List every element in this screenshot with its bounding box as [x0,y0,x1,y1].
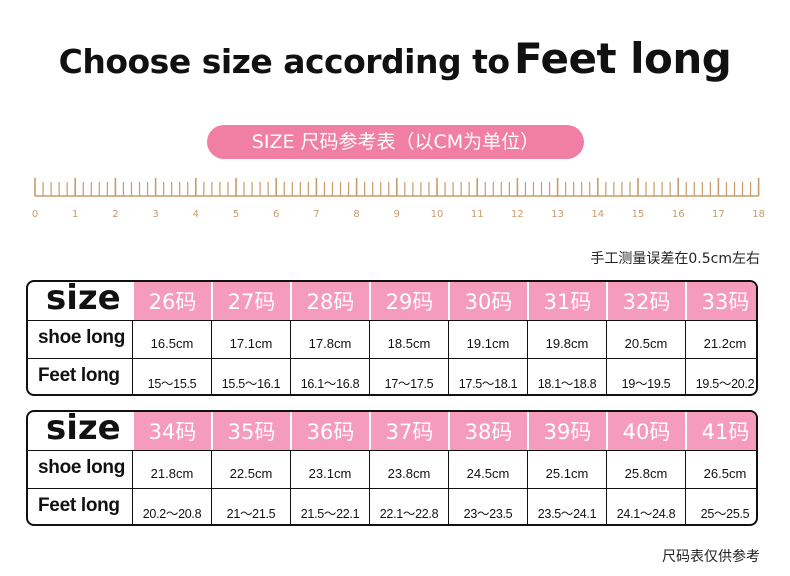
shoe-long-label: shoe long [38,327,126,348]
ruler-label: 1 [72,209,78,220]
feet-long-cell: 19～19.5 [606,359,685,394]
shoe-long-cell: 23.1cm [290,451,369,489]
ruler-label: 18 [752,209,765,220]
size-label: size [46,410,121,448]
feet-long-cell: 15.5～16.1 [211,359,290,394]
size-row: size 26码 27码 28码 29码 30码 31码 32码 33码 [28,282,756,320]
shoe-long-label: shoe long [38,457,126,478]
ruler-label: 0 [32,209,38,220]
shoe-long-cell: 17.1cm [211,321,290,359]
feet-long-cell: 25～25.5 [685,489,756,524]
ruler-label: 11 [471,209,484,220]
size-cell: 28码 [290,282,369,320]
size-cell: 30码 [448,282,527,320]
size-cell: 34码 [132,412,211,450]
ruler-label: 8 [353,209,359,220]
size-cell: 38码 [448,412,527,450]
shoe-long-cell: 20.5cm [606,321,685,359]
ruler-label: 17 [712,209,725,220]
shoe-long-cell: 22.5cm [211,451,290,489]
feet-long-cell: 20.2～20.8 [132,489,211,524]
title-prefix: Choose size according to [58,42,510,81]
size-cell: 41码 [685,412,756,450]
size-cell: 31码 [527,282,606,320]
shoe-long-row: shoe long 21.8cm 22.5cm 23.1cm 23.8cm 24… [28,450,756,489]
size-cell: 27码 [211,282,290,320]
shoe-long-cell: 17.8cm [290,321,369,359]
ruler: 0 1 2 3 4 5 6 7 8 9 10 11 12 13 14 15 16 17 18 [32,178,765,220]
ruler-label: 5 [233,209,239,220]
size-cell: 26码 [132,282,211,320]
shoe-long-label-cell: shoe long [28,451,132,489]
size-label-cell: size [28,282,132,320]
shoe-long-cell: 26.5cm [685,451,756,489]
feet-long-cell: 17.5～18.1 [448,359,527,394]
ruler-label: 10 [431,209,444,220]
feet-long-cell: 21～21.5 [211,489,290,524]
feet-long-cell: 17～17.5 [369,359,448,394]
size-cell: 36码 [290,412,369,450]
shoe-long-row: shoe long 16.5cm 17.1cm 17.8cm 18.5cm 19… [28,320,756,359]
ruler-label: 14 [591,209,604,220]
ruler-label: 12 [511,209,524,220]
feet-long-row: Feet long 15～15.5 15.5～16.1 16.1～16.8 17… [28,358,756,394]
size-cell: 29码 [369,282,448,320]
shoe-long-cell: 23.8cm [369,451,448,489]
shoe-long-cell: 19.8cm [527,321,606,359]
ruler-label: 6 [273,209,279,220]
shoe-long-cell: 18.5cm [369,321,448,359]
title-emphasis: Feet long [514,34,732,83]
feet-long-row: Feet long 20.2～20.8 21～21.5 21.5～22.1 22… [28,488,756,524]
size-table-2: size 34码 35码 36码 37码 38码 39码 40码 41码 sho… [26,410,758,526]
size-cell: 40码 [606,412,685,450]
size-table-1: size 26码 27码 28码 29码 30码 31码 32码 33码 sho… [26,280,758,396]
size-cell: 39码 [527,412,606,450]
measurement-error-note: 手工测量误差在0.5cm左右 [590,251,760,267]
ruler-label: 2 [112,209,118,220]
feet-long-label-cell: Feet long [28,489,132,524]
shoe-long-cell: 16.5cm [132,321,211,359]
feet-long-cell: 21.5～22.1 [290,489,369,524]
size-cell: 35码 [211,412,290,450]
shoe-long-cell: 19.1cm [448,321,527,359]
feet-long-cell: 15～15.5 [132,359,211,394]
shoe-long-cell: 21.8cm [132,451,211,489]
ruler-label: 7 [313,209,319,220]
page-title: Choose size according to Feet long [0,34,790,83]
size-cell: 37码 [369,412,448,450]
feet-long-cell: 19.5～20.2 [685,359,756,394]
feet-long-cell: 24.1～24.8 [606,489,685,524]
size-cell: 32码 [606,282,685,320]
ruler-label: 4 [193,209,199,220]
size-label-cell: size [28,412,132,450]
ruler-label: 13 [551,209,564,220]
feet-long-cell: 23.5～24.1 [527,489,606,524]
shoe-long-cell: 25.8cm [606,451,685,489]
feet-long-cell: 23～23.5 [448,489,527,524]
shoe-long-label-cell: shoe long [28,321,132,359]
size-chart-banner: SIZE 尺码参考表（以CM为单位） [207,125,584,159]
ruler-label: 3 [152,209,158,220]
ruler-label: 15 [632,209,645,220]
shoe-long-cell: 24.5cm [448,451,527,489]
feet-long-label-cell: Feet long [28,359,132,394]
size-cell: 33码 [685,282,756,320]
feet-long-label: Feet long [38,495,120,516]
ruler-label: 16 [672,209,685,220]
feet-long-cell: 22.1～22.8 [369,489,448,524]
feet-long-cell: 16.1～16.8 [290,359,369,394]
reference-only-note: 尺码表仅供参考 [662,549,760,565]
ruler-label: 9 [394,209,400,220]
shoe-long-cell: 21.2cm [685,321,756,359]
feet-long-label: Feet long [38,365,120,386]
shoe-long-cell: 25.1cm [527,451,606,489]
size-row: size 34码 35码 36码 37码 38码 39码 40码 41码 [28,412,756,450]
size-label: size [46,280,121,318]
feet-long-cell: 18.1～18.8 [527,359,606,394]
